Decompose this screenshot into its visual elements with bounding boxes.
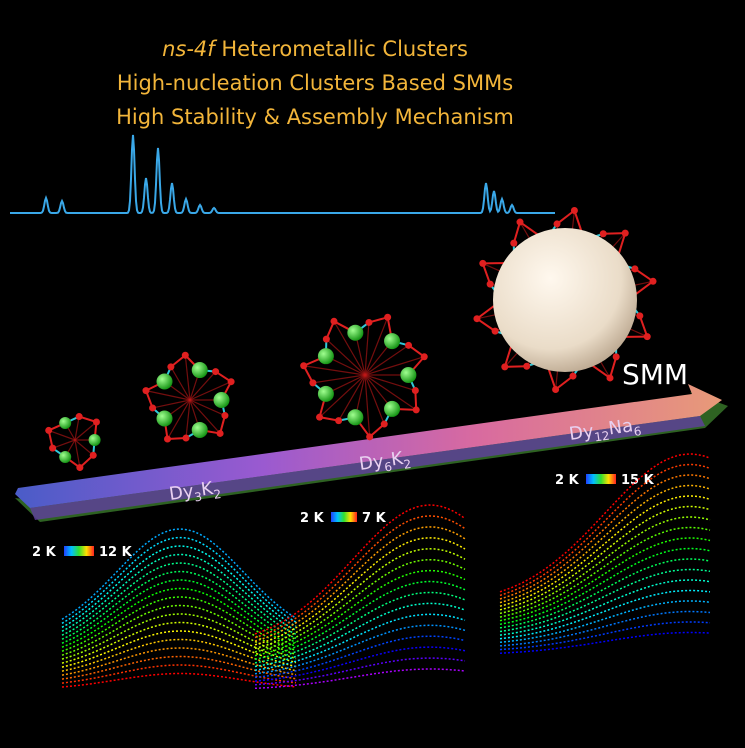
oxygen-atom (650, 278, 657, 285)
oxygen-atom (167, 363, 174, 370)
oxygen-atom (622, 230, 629, 237)
oxygen-atom (412, 387, 419, 394)
scale-high: 7 K (362, 511, 387, 526)
scale-low: 2 K (300, 511, 325, 526)
oxygen-atom (331, 318, 338, 325)
metal-atom (157, 373, 173, 389)
oxygen-atom (569, 373, 576, 380)
oxygen-atom (554, 220, 561, 227)
oxygen-atom (335, 417, 342, 424)
oxygen-atom (607, 374, 614, 381)
oxygen-atom (479, 260, 486, 267)
oxygen-atom (517, 219, 524, 226)
title-line: ns-4f Heterometallic Clusters (162, 37, 468, 61)
oxygen-atom (323, 336, 330, 343)
oxygen-atom (76, 464, 83, 471)
oxygen-atom (492, 328, 499, 335)
smm-label: SMM (622, 358, 688, 391)
oxygen-atom (510, 240, 517, 247)
oxygen-atom (636, 312, 643, 319)
title-line: High-nucleation Clusters Based SMMs (117, 71, 513, 95)
metal-atom (400, 367, 416, 383)
oxygen-atom (93, 419, 100, 426)
oxygen-atom (217, 430, 224, 437)
oxygen-atom (212, 368, 219, 375)
scale-high: 15 K (621, 473, 655, 488)
metal-atom (318, 386, 334, 402)
metal-atom (192, 362, 208, 378)
oxygen-atom (183, 435, 190, 442)
metal-atom (59, 451, 71, 463)
oxygen-atom (182, 352, 189, 359)
title-line: High Stability & Assembly Mechanism (116, 105, 514, 129)
metal-atom (318, 348, 334, 364)
oxygen-atom (149, 404, 156, 411)
scale-low: 2 K (555, 473, 580, 488)
oxygen-atom (552, 386, 559, 393)
oxygen-atom (90, 452, 97, 459)
oxygen-atom (381, 421, 388, 428)
oxygen-atom (571, 207, 578, 214)
oxygen-atom (164, 435, 171, 442)
metal-atom (214, 392, 230, 408)
oxygen-atom (384, 314, 391, 321)
cavity-sphere (493, 228, 637, 372)
oxygen-atom (613, 353, 620, 360)
metal-atom (157, 411, 173, 427)
metal-atom (347, 325, 363, 341)
oxygen-atom (413, 406, 420, 413)
color-bar (64, 546, 94, 556)
oxygen-atom (631, 265, 638, 272)
scale-low: 2 K (32, 545, 57, 560)
scale-high: 12 K (99, 545, 133, 560)
oxygen-atom (221, 412, 228, 419)
metal-atom (192, 422, 208, 438)
color-bar (331, 512, 357, 522)
oxygen-atom (142, 387, 149, 394)
color-bar (586, 474, 616, 484)
metal-atom (384, 333, 400, 349)
oxygen-atom (487, 281, 494, 288)
oxygen-atom (501, 363, 508, 370)
oxygen-atom (316, 414, 323, 421)
metal-atom (384, 401, 400, 417)
oxygen-atom (421, 353, 428, 360)
oxygen-atom (365, 319, 372, 326)
oxygen-atom (309, 379, 316, 386)
graphical-abstract: ns-4f Heterometallic Clusters High-nucle… (0, 0, 745, 748)
oxygen-atom (228, 378, 235, 385)
metal-atom (59, 417, 71, 429)
oxygen-atom (473, 315, 480, 322)
oxygen-atom (366, 433, 373, 440)
oxygen-atom (523, 363, 530, 370)
oxygen-atom (644, 333, 651, 340)
oxygen-atom (49, 445, 56, 452)
metal-atom (347, 409, 363, 425)
metal-atom (89, 434, 101, 446)
oxygen-atom (600, 230, 607, 237)
oxygen-atom (76, 413, 83, 420)
oxygen-atom (405, 342, 412, 349)
oxygen-atom (45, 427, 52, 434)
oxygen-atom (300, 362, 307, 369)
